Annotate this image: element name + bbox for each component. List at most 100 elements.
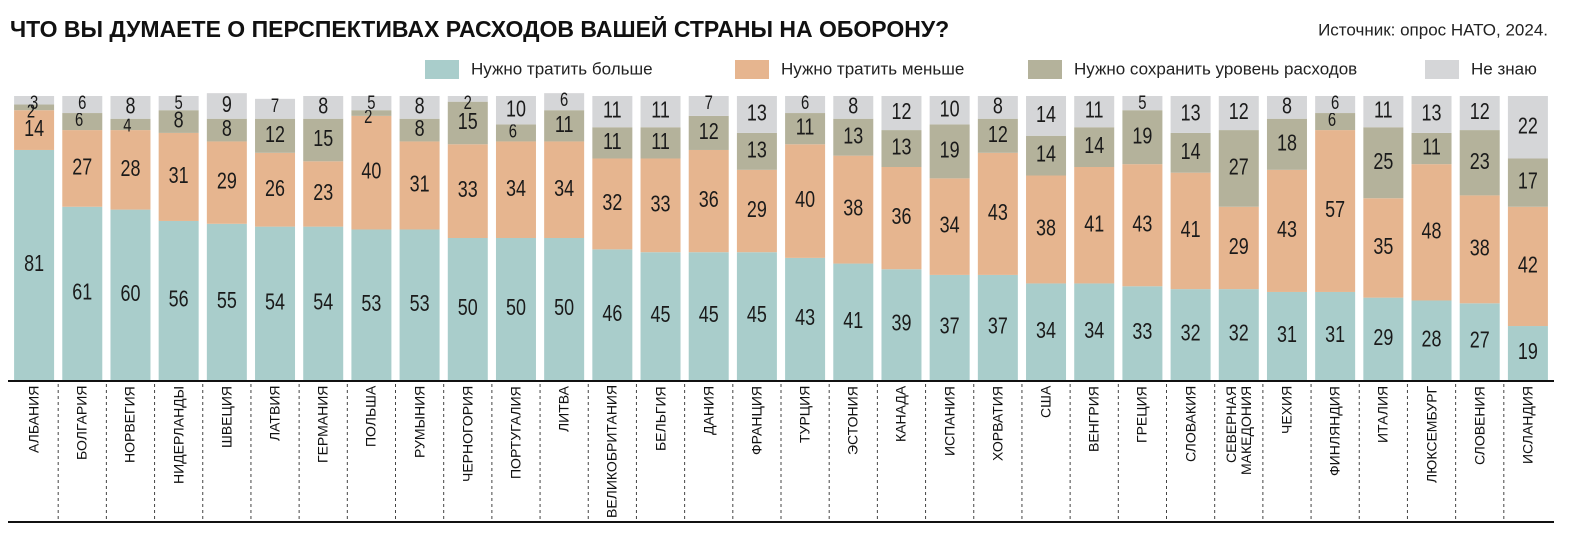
bar-segment bbox=[640, 127, 681, 159]
x-tick-label: ВЕЛИКОБРИТАНИЯ bbox=[603, 384, 620, 518]
bar-segment bbox=[1074, 283, 1115, 380]
bar-segment bbox=[881, 96, 922, 131]
bar-segment bbox=[1074, 96, 1115, 128]
bar-segment bbox=[544, 93, 585, 111]
bar-segment bbox=[736, 169, 777, 253]
bar-segment bbox=[399, 229, 440, 380]
value-label: 8 bbox=[125, 93, 135, 119]
bar-segment bbox=[1411, 96, 1452, 133]
bar-segment bbox=[592, 127, 633, 159]
value-label: 12 bbox=[265, 122, 285, 148]
value-label: 23 bbox=[313, 180, 333, 206]
value-label: 29 bbox=[747, 197, 767, 223]
value-label: 27 bbox=[1470, 328, 1490, 354]
bar-segment bbox=[495, 124, 536, 142]
value-label: 13 bbox=[747, 100, 767, 126]
bar-segment bbox=[688, 96, 729, 116]
bar-segment bbox=[785, 144, 826, 258]
bar-segment bbox=[929, 274, 970, 380]
bar-segment bbox=[1218, 130, 1259, 207]
bar-segment bbox=[688, 252, 729, 380]
value-label: 32 bbox=[602, 190, 622, 216]
value-label: 29 bbox=[1229, 234, 1249, 260]
value-label: 11 bbox=[651, 129, 670, 155]
legend-swatch bbox=[425, 60, 459, 79]
value-label: 41 bbox=[843, 308, 863, 334]
bar-segment bbox=[929, 96, 970, 125]
value-label: 2 bbox=[27, 101, 35, 122]
value-label: 45 bbox=[747, 302, 767, 328]
bar-segment bbox=[158, 96, 199, 111]
value-label: 31 bbox=[1325, 322, 1345, 348]
bar-segment bbox=[158, 132, 199, 221]
bar-segment bbox=[351, 229, 392, 380]
value-label: 2 bbox=[364, 106, 372, 127]
bar-segment bbox=[1507, 158, 1548, 207]
legend-label: Нужно сохранить уровень расходов bbox=[1074, 59, 1357, 78]
value-label: 25 bbox=[1373, 149, 1393, 175]
value-label: 43 bbox=[1277, 217, 1297, 243]
value-label: 81 bbox=[24, 251, 44, 277]
value-label: 40 bbox=[361, 159, 381, 185]
value-label: 50 bbox=[554, 295, 574, 321]
x-tick-label: АЛБАНИЯ bbox=[25, 386, 42, 454]
bar-segment bbox=[977, 118, 1018, 153]
value-label: 11 bbox=[1374, 98, 1393, 124]
value-label: 8 bbox=[415, 116, 425, 142]
bar-segment bbox=[1363, 198, 1404, 298]
bar-segment bbox=[929, 124, 970, 179]
value-label: 19 bbox=[1132, 123, 1152, 149]
x-tick-label: ЛИТВА bbox=[555, 386, 572, 433]
bar-segment bbox=[495, 96, 536, 125]
bar-segment bbox=[495, 141, 536, 238]
value-label: 53 bbox=[361, 291, 381, 317]
value-label: 34 bbox=[1036, 318, 1056, 344]
x-tick-label: СЛОВЕНИЯ bbox=[1471, 386, 1488, 465]
value-label: 38 bbox=[843, 196, 863, 222]
value-label: 5 bbox=[1138, 92, 1146, 113]
value-label: 11 bbox=[651, 98, 670, 124]
value-label: 32 bbox=[1181, 321, 1201, 347]
bar-segment bbox=[1122, 286, 1163, 380]
bar-segment bbox=[206, 223, 247, 380]
bar-segment bbox=[1315, 113, 1356, 131]
bar-segment bbox=[62, 130, 103, 207]
x-tick-label: ШВЕЦИЯ bbox=[218, 386, 235, 449]
value-label: 27 bbox=[1229, 154, 1249, 180]
x-tick-label: ПОЛЬША bbox=[362, 386, 379, 448]
value-label: 11 bbox=[1085, 98, 1104, 124]
value-label: 12 bbox=[699, 119, 719, 145]
value-label: 13 bbox=[747, 137, 767, 163]
value-label: 6 bbox=[75, 109, 83, 130]
bar-segment bbox=[544, 238, 585, 380]
value-label: 43 bbox=[795, 305, 815, 331]
value-label: 34 bbox=[940, 213, 960, 239]
value-label: 41 bbox=[1084, 211, 1104, 237]
bar-segment bbox=[929, 178, 970, 275]
bar-segment bbox=[1363, 127, 1404, 199]
value-label: 34 bbox=[1084, 318, 1104, 344]
x-tick-label: СЛОВАКИЯ bbox=[1182, 386, 1199, 463]
value-label: 29 bbox=[217, 169, 237, 195]
value-label: 45 bbox=[651, 302, 671, 328]
x-tick-label: ЛЮКСЕМБУРГ bbox=[1423, 386, 1440, 484]
value-label: 38 bbox=[1470, 235, 1490, 261]
x-tick-label: СЕВЕРНАЯ МАКЕДОНИЯ bbox=[1222, 386, 1254, 476]
value-label: 12 bbox=[1470, 99, 1490, 125]
value-label: 11 bbox=[603, 129, 622, 155]
bar-segment bbox=[592, 158, 633, 250]
value-label: 42 bbox=[1518, 252, 1538, 278]
bar-segment bbox=[1315, 96, 1356, 114]
bar-segment bbox=[14, 104, 55, 111]
bar-segment bbox=[14, 110, 55, 150]
bar-segment bbox=[62, 113, 103, 131]
value-label: 28 bbox=[120, 156, 140, 182]
x-tick-label: ВЕНГРИЯ bbox=[1085, 386, 1102, 452]
value-label: 33 bbox=[1132, 319, 1152, 345]
bar-segment bbox=[206, 118, 247, 142]
x-tick-label: ЧЕРНОГОРИЯ bbox=[459, 386, 476, 483]
value-label: 7 bbox=[705, 92, 713, 113]
x-tick-label: ТУРЦИЯ bbox=[796, 386, 813, 444]
value-label: 8 bbox=[222, 116, 232, 142]
